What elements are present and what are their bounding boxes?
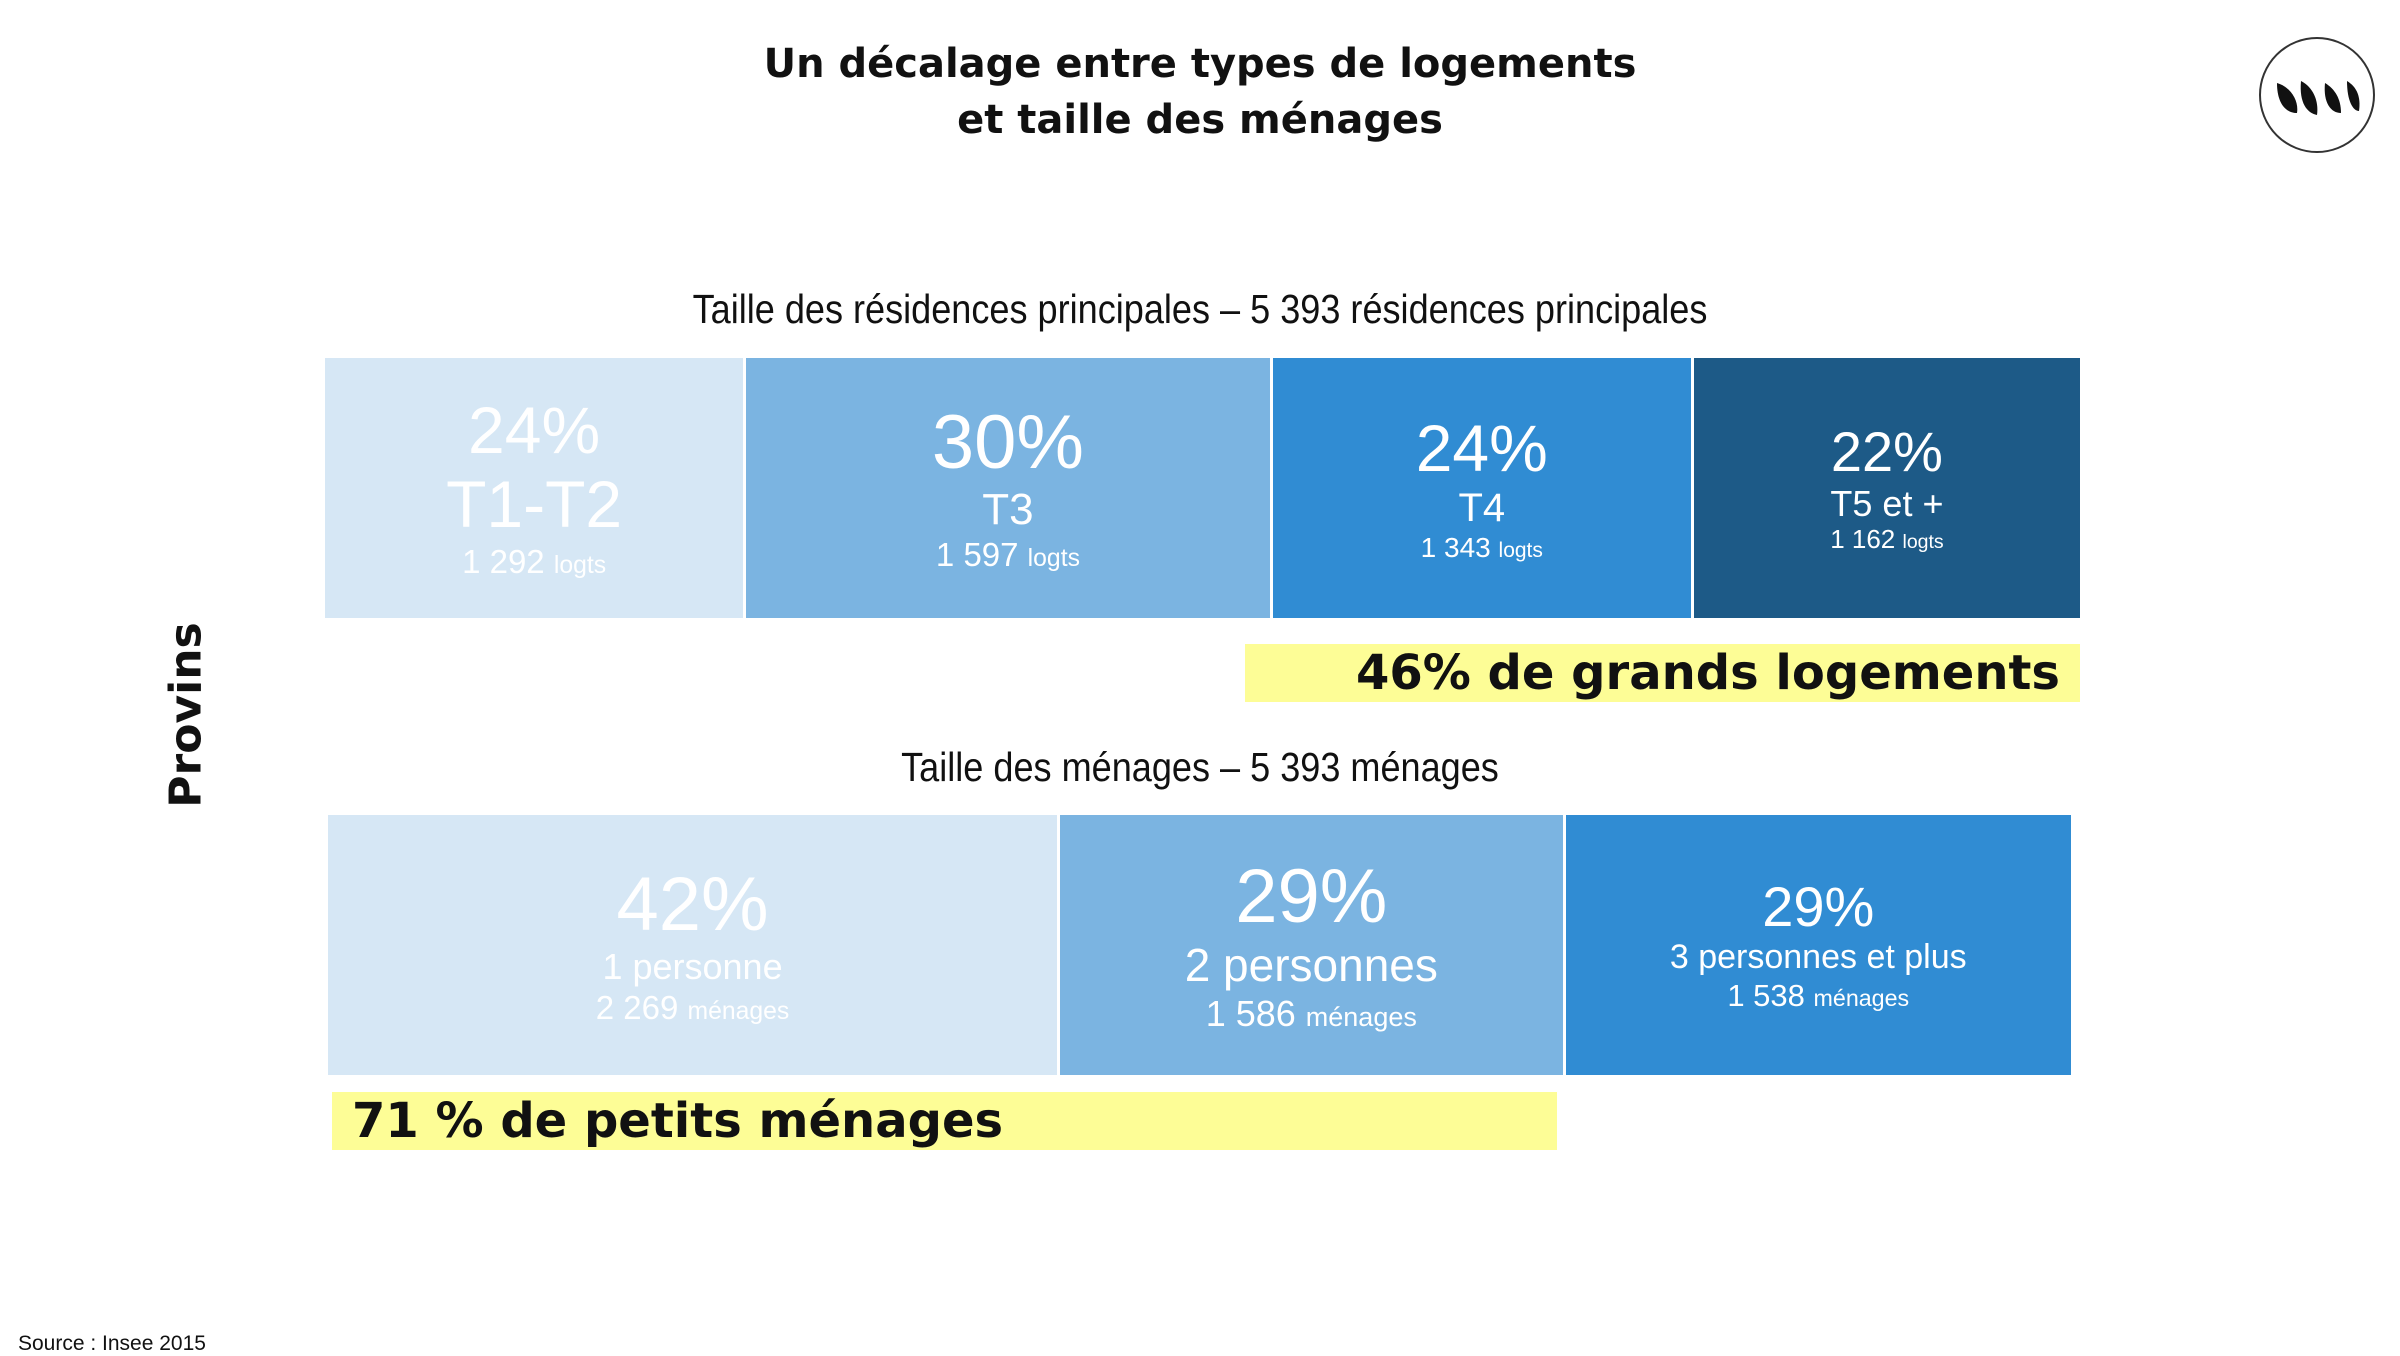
leaves-logo-icon: [2277, 81, 2360, 115]
segment-count-label: 2 269 ménages: [596, 988, 790, 1028]
segment-category-label: 1 personne: [602, 946, 783, 988]
chart-title: Un décalage entre types de logements et …: [0, 36, 2400, 148]
bar-segment-1-4: 22% T5 et +1 162 logts: [1693, 358, 2080, 618]
chart-2-title: Taille des ménages – 5 393 ménages: [901, 744, 1499, 790]
logo: [2259, 37, 2375, 153]
segment-count-unit: logts: [553, 552, 607, 580]
segment-count-label: 1 538 ménages: [1727, 977, 1909, 1014]
segment-category-label: 3 personnes et plus: [1669, 937, 1967, 976]
bar-segment-2-1: 42% 1 personne 2 269 ménages: [328, 815, 1061, 1075]
bar-segment-2-2: 29% 2 personnes 1 586 ménages: [1060, 815, 1566, 1075]
segment-count-value: 1 586: [1205, 992, 1306, 1034]
annotation-large-housing: 46% de grands logements: [1245, 644, 2080, 702]
segment-count-unit: logts: [1027, 545, 1080, 573]
segment-count-value: 1 597: [935, 536, 1028, 574]
bar-segment-1-2: 30% T3 1 597 logts: [746, 358, 1273, 618]
segment-count-unit: ménages: [687, 997, 790, 1025]
segment-count-unit: logts: [1498, 538, 1543, 562]
segment-percent-label: 22%: [1830, 419, 1943, 483]
bar-segment-2-3: 29% 3 personnes et plus 1 538 ménages: [1565, 815, 2071, 1075]
segment-count-value: 1 292: [462, 543, 554, 581]
title-line-2: et taille des ménages: [957, 97, 1443, 143]
source-note: Source : Insee 2015: [18, 1332, 206, 1355]
segment-category-label: T1-T2: [446, 466, 623, 541]
segment-percent-label: 42%: [616, 861, 769, 947]
housing-size-bar: 24% T1-T2 1 292 logts 30% T3 1 597 logts 24% T4…: [325, 358, 2080, 618]
bar-segment-1-3: 24% T4 1 343 logts: [1272, 358, 1694, 618]
title-line-1: Un décalage entre types de logements: [763, 41, 1637, 87]
segment-count-label: 1 597 logts: [936, 535, 1080, 575]
household-size-bar: 42% 1 personne 2 269 ménages 29% 2 personnes…: [328, 815, 2071, 1075]
segment-category-label: T5 et +: [1830, 482, 1944, 524]
segment-category-label: T4: [1458, 485, 1506, 530]
bar-segment-1-1: 24% T1-T2 1 292 logts: [325, 358, 747, 618]
segment-percent-label: 29%: [1235, 854, 1388, 940]
segment-count-unit: logts: [1902, 530, 1944, 553]
segment-percent-label: 24%: [1415, 410, 1548, 485]
segment-count-label: 1 162 logts: [1830, 524, 1944, 555]
segment-category-label: 2 personnes: [1184, 938, 1438, 991]
chart-1-title: Taille des résidences principales – 5 39…: [692, 286, 1708, 332]
segment-count-label: 1 586 ménages: [1206, 992, 1417, 1035]
segment-count-unit: ménages: [1305, 1001, 1417, 1032]
segment-count-label: 1 343 logts: [1421, 531, 1543, 565]
segment-percent-label: 29%: [1762, 875, 1875, 939]
segment-count-label: 1 292 logts: [462, 542, 606, 582]
segment-count-value: 1 343: [1420, 531, 1499, 563]
segment-category-label: T3: [982, 484, 1034, 534]
segment-count-value: 1 538: [1727, 977, 1814, 1013]
segment-count-value: 2 269: [595, 988, 688, 1026]
segment-count-unit: ménages: [1813, 984, 1910, 1011]
segment-count-value: 1 162: [1830, 523, 1903, 554]
segment-percent-label: 24%: [468, 392, 601, 467]
annotation-small-households: 71 % de petits ménages: [332, 1092, 1557, 1150]
segment-percent-label: 30%: [931, 400, 1084, 486]
